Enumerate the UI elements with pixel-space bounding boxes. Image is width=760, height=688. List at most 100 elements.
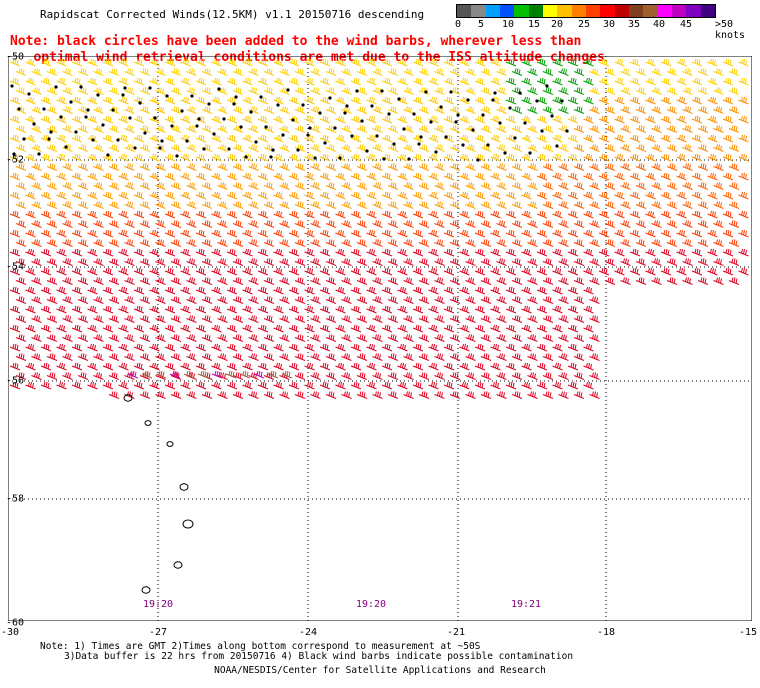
wind-barb xyxy=(350,229,362,238)
wind-barb xyxy=(87,305,98,314)
wind-barb xyxy=(25,267,36,276)
wind-barb xyxy=(449,201,461,209)
wind-barb xyxy=(434,334,445,342)
wind-barb xyxy=(428,153,439,162)
wind-barb xyxy=(56,172,67,181)
wind-barb xyxy=(536,77,548,86)
wind-barb xyxy=(288,305,300,314)
colorbar-swatch xyxy=(542,5,558,17)
wind-barb xyxy=(527,277,538,285)
wind-barb xyxy=(527,182,538,190)
wind-barb xyxy=(15,220,27,228)
wind-barb xyxy=(248,125,259,133)
wind-barb xyxy=(722,191,734,200)
wind-barb xyxy=(319,172,331,181)
wind-barb xyxy=(242,210,253,219)
wind-barb xyxy=(397,134,408,143)
wind-barb xyxy=(604,239,616,247)
wind-barb xyxy=(366,153,377,162)
wind-barb xyxy=(558,144,569,152)
wind-barb xyxy=(62,220,73,228)
wind-barb xyxy=(604,277,616,285)
wind-barb xyxy=(195,134,207,143)
wind-barb xyxy=(490,134,501,143)
wind-barb xyxy=(350,96,362,105)
wind-barb xyxy=(387,239,399,247)
contamination-marker xyxy=(528,151,532,155)
wind-barb xyxy=(651,125,662,133)
wind-barb xyxy=(102,153,114,162)
wind-barb xyxy=(682,106,693,114)
wind-barb xyxy=(253,370,265,379)
wind-barb xyxy=(635,106,647,114)
contamination-marker xyxy=(254,140,258,144)
wind-barb xyxy=(480,182,492,190)
wind-barb xyxy=(341,125,352,133)
contamination-marker xyxy=(491,98,495,102)
wind-barb xyxy=(40,210,52,219)
wind-barb xyxy=(418,144,430,152)
wind-barb xyxy=(350,172,362,181)
wind-barb xyxy=(480,87,492,95)
wind-barb xyxy=(381,96,393,105)
wind-barb xyxy=(381,229,393,238)
wind-barb xyxy=(490,381,501,390)
wind-barb xyxy=(149,362,160,371)
wind-barb xyxy=(356,106,368,114)
wind-barb xyxy=(56,305,67,314)
wind-barb xyxy=(288,134,300,143)
wind-barb xyxy=(480,68,492,76)
wind-barb xyxy=(536,115,548,124)
wind-barb xyxy=(180,77,191,86)
wind-barb xyxy=(273,210,284,219)
contamination-marker xyxy=(12,152,16,156)
wind-barb xyxy=(691,134,703,143)
wind-barb xyxy=(226,191,238,200)
wind-barb xyxy=(583,134,594,143)
colorbar-label: 10 xyxy=(501,19,515,30)
wind-barb xyxy=(169,370,181,379)
lon-label: -18 xyxy=(596,627,616,638)
wind-barb xyxy=(474,210,486,219)
wind-barb xyxy=(108,220,120,228)
wind-barb xyxy=(635,163,647,171)
wind-barb xyxy=(651,163,662,171)
wind-barb xyxy=(46,106,58,114)
wind-barb xyxy=(155,68,166,76)
wind-barb xyxy=(46,258,58,266)
wind-barb xyxy=(335,343,346,352)
wind-barb xyxy=(496,315,507,323)
wind-barb xyxy=(164,96,176,105)
contamination-marker xyxy=(343,111,347,115)
wind-barb xyxy=(164,191,176,200)
wind-barb xyxy=(397,324,408,333)
wind-barb xyxy=(87,96,98,105)
wind-barb xyxy=(403,372,414,380)
wind-barb xyxy=(232,163,244,171)
wind-barb xyxy=(133,210,145,219)
wind-barb xyxy=(583,267,594,276)
wind-barb xyxy=(139,106,151,114)
wind-barb xyxy=(645,115,656,124)
wind-barb xyxy=(341,182,352,190)
wind-barb xyxy=(589,163,600,171)
wind-barb xyxy=(412,305,424,314)
wind-barb xyxy=(186,277,197,285)
wind-barb xyxy=(180,115,191,124)
wind-barb xyxy=(108,277,120,285)
wind-barb xyxy=(691,58,703,67)
wind-barb xyxy=(465,315,476,323)
wind-barb xyxy=(738,229,749,238)
wind-barb xyxy=(341,144,352,152)
wind-barb xyxy=(459,77,470,86)
contamination-marker xyxy=(333,126,337,130)
wind-barb xyxy=(133,58,145,67)
wind-barb xyxy=(511,372,523,380)
wind-barb xyxy=(325,201,337,209)
wind-barb xyxy=(71,134,83,143)
wind-barb xyxy=(263,258,275,266)
wind-barb xyxy=(428,115,439,124)
wind-barb xyxy=(552,115,563,124)
wind-barb xyxy=(325,391,337,399)
contamination-marker xyxy=(185,139,189,143)
